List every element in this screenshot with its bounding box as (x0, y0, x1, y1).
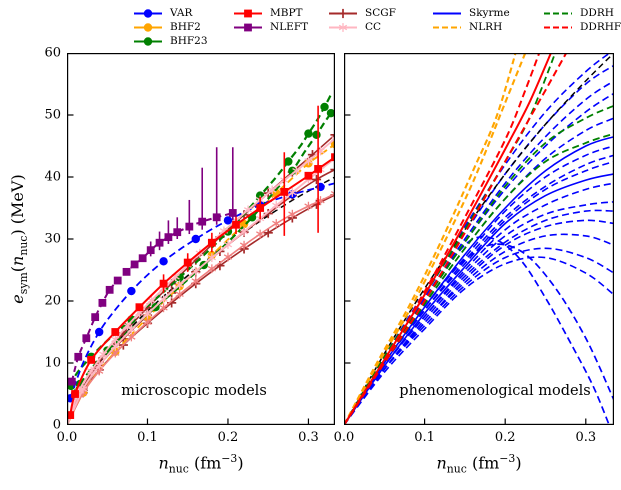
right-panel-annotation: phenomenological models (399, 383, 591, 399)
left-panel-svg (67, 53, 335, 425)
legend-item-Skyrme: Skyrme (432, 6, 510, 20)
right-series-DDRH-3 (344, 132, 614, 425)
legend-label-VAR: VAR (170, 7, 193, 19)
right-panel-chart (344, 53, 614, 425)
right-x-axis-label: nnuc (fm−3) (436, 452, 521, 476)
left-x-tick-label-0.2: 0.2 (217, 430, 239, 445)
right-series-DDRHF-3 (344, 53, 568, 425)
y-tick-label-50: 50 (44, 107, 61, 123)
legend-swatch-DDRH-icon (544, 12, 572, 14)
right-series-DDRHF-1 (344, 53, 553, 425)
ylabel-sub-sym: sym (17, 272, 31, 295)
legend-label-BHF2: BHF2 (170, 21, 201, 33)
xlabel-unit-open: (fm (466, 453, 500, 473)
right-series-NLRH-2 (344, 53, 527, 425)
y-tick-label-10: 10 (44, 355, 61, 371)
right-panel-svg (344, 53, 614, 425)
legend-item-NLRH: NLRH (432, 20, 510, 34)
xlabel-n: n (436, 453, 447, 473)
legend-column-1: VAR BHF2 BHF23 (133, 6, 208, 48)
right-x-tick-label-0.1: 0.1 (414, 430, 435, 445)
legend-column-5: DDRH DDRHF (543, 6, 621, 34)
xlabel-sub-nuc: nuc (168, 462, 189, 476)
y-tick-label-30: 30 (44, 231, 61, 247)
xlabel-exponent: −3 (221, 452, 238, 465)
ylabel-close-paren: ) (7, 229, 27, 236)
right-series-Skyrme-17 (344, 256, 614, 425)
legend-label-SCGF: SCGF (365, 7, 396, 19)
left-series-MBPT (67, 105, 335, 419)
legend-swatch-BHF2-icon (134, 22, 162, 32)
ylabel-unit: (MeV) (7, 174, 27, 230)
xlabel-sub-nuc: nuc (446, 462, 467, 476)
legend-swatch-MBPT-icon (234, 9, 262, 17)
legend-column-4: Skyrme NLRH (432, 6, 510, 34)
left-panel-chart (67, 53, 335, 425)
legend-swatch-CC-icon (329, 22, 357, 32)
left-panel-spines (67, 53, 335, 425)
legend-column-3: SCGF CC (328, 6, 396, 34)
right-series-Skyrme-16 (344, 247, 614, 425)
legend-label-MBPT: MBPT (270, 7, 303, 19)
ylabel-sub-nuc: nuc (17, 235, 31, 256)
legend-item-SCGF: SCGF (328, 6, 396, 20)
legend-swatch-DDRHF-icon (544, 26, 572, 28)
right-series-Skyrme-9 (344, 160, 614, 425)
right-series-Skyrme-3 (344, 80, 614, 425)
legend-column-2: MBPT NLEFT (233, 6, 308, 34)
ylabel-open-paren: ( (7, 265, 27, 273)
legend-item-BHF23: BHF23 (133, 34, 208, 48)
left-x-axis-label: nnuc (fm−3) (158, 452, 243, 476)
y-tick-label-60: 60 (44, 45, 61, 61)
legend-item-BHF2: BHF2 (133, 20, 208, 34)
legend-item-NLEFT: NLEFT (233, 20, 308, 34)
right-x-tick-label-0.3: 0.3 (575, 430, 597, 445)
right-series-Skyrme-12 (344, 201, 614, 425)
left-x-tick-label-0.3: 0.3 (298, 430, 319, 445)
right-series-Skyrme-6 (344, 135, 614, 425)
legend-swatch-Skyrme-icon (433, 12, 461, 14)
left-series-NLEFT (67, 147, 237, 386)
y-tick-label-20: 20 (44, 293, 61, 309)
left-series-CC-lower (67, 189, 335, 425)
y-tick-label-40: 40 (44, 169, 61, 185)
legend: VAR BHF2 BHF23 MBPT NLEFT SCGF CC Skyrme NLRH DDR… (0, 6, 621, 54)
legend-label-BHF23: BHF23 (170, 35, 208, 47)
left-x-tick-label-0.1: 0.1 (137, 430, 158, 445)
xlabel-n: n (158, 453, 169, 473)
legend-item-CC: CC (328, 20, 396, 34)
left-panel-annotation: microscopic models (121, 383, 267, 399)
legend-item-VAR: VAR (133, 6, 208, 20)
legend-item-DDRHF: DDRHF (543, 20, 621, 34)
legend-item-DDRH: DDRH (543, 6, 621, 20)
right-x-tick-label-0.2: 0.2 (494, 430, 516, 445)
legend-label-DDRH: DDRH (580, 7, 614, 19)
y-tick-label-0: 0 (52, 417, 61, 433)
legend-label-NLEFT: NLEFT (270, 21, 309, 33)
legend-swatch-NLEFT-icon (234, 23, 262, 31)
right-series-Skyrme-8 (344, 154, 614, 425)
ylabel-n: n (7, 255, 27, 266)
left-series-BHF23-a (67, 93, 332, 391)
left-x-tick-label-0.0: 0.0 (56, 430, 78, 445)
xlabel-unit-close: ) (515, 453, 522, 473)
xlabel-exponent: −3 (499, 452, 516, 465)
ylabel-e: e (7, 294, 27, 304)
legend-label-Skyrme: Skyrme (469, 7, 510, 19)
legend-swatch-NLRH-icon (433, 26, 461, 28)
legend-label-DDRHF: DDRHF (580, 21, 621, 33)
legend-swatch-VAR-icon (134, 8, 162, 18)
legend-label-CC: CC (365, 21, 382, 33)
xlabel-unit-close: ) (237, 453, 244, 473)
xlabel-unit-open: (fm (188, 453, 222, 473)
legend-label-NLRH: NLRH (469, 21, 503, 33)
legend-item-MBPT: MBPT (233, 6, 308, 20)
legend-swatch-SCGF-icon (329, 8, 357, 18)
right-x-tick-label-0.0: 0.0 (333, 430, 355, 445)
legend-swatch-BHF23-icon (134, 36, 162, 46)
y-axis-label: esym(nnuc) (MeV) (8, 174, 30, 303)
right-series-Skyrme-5 (344, 117, 614, 425)
right-series-NLRH-1 (344, 53, 517, 425)
